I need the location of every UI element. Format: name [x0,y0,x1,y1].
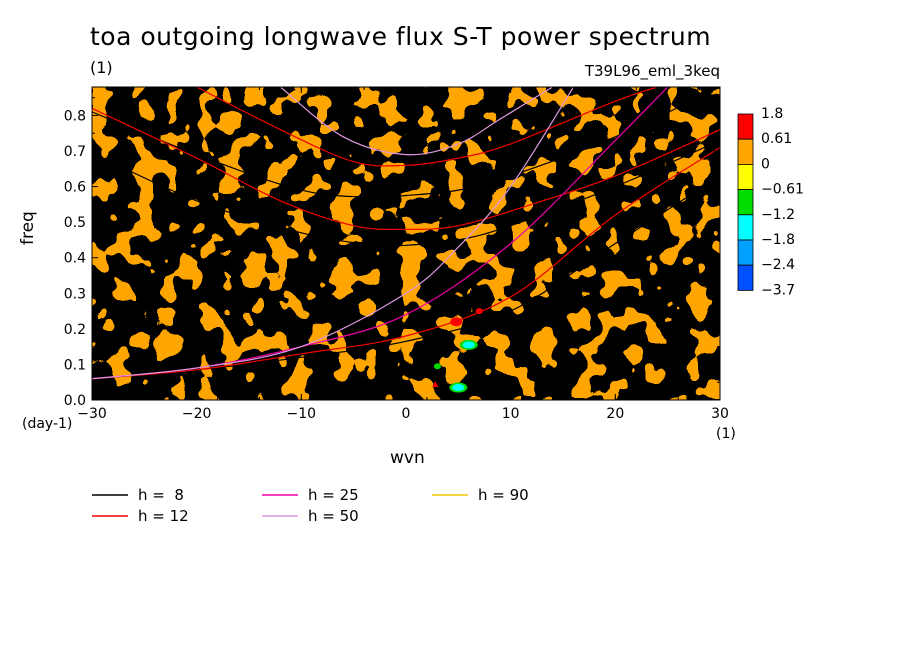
hotspot-4 [433,363,441,370]
colorbar-label-6: −2.4 [761,257,795,273]
y-tick-label-3: 0.3 [64,286,86,302]
legend: h = 8 h = 12 h = 25 h = 50 h = 90 [92,486,529,525]
run-tag: T39L96_eml_3keq [584,62,720,80]
x-tick-label-5: 20 [606,406,624,422]
curve-3-igw [92,107,720,231]
colorbar-swatch-0 [737,113,754,140]
x-axis-unit: (1) [716,426,736,442]
curve-0-igw [92,139,720,248]
colorbar-label-4: −1.2 [761,207,795,223]
colorbar-swatch-3 [737,189,754,216]
y-tick-label-5: 0.5 [64,215,86,231]
colorbar-swatch-2 [737,163,754,190]
colorbar-label-3: −0.61 [761,182,804,198]
legend-label-3: h = 50 [308,507,359,525]
colorbar-swatch-4 [737,214,754,241]
x-tick-label-4: 10 [502,406,520,422]
colorbar-label-2: 0 [761,156,770,172]
field-noise [92,87,720,400]
legend-label-4: h = 90 [478,486,529,504]
legend-label-0: h = 8 [138,486,184,504]
x-tick-label-6: 30 [711,406,729,422]
dispersion-curves [92,87,720,380]
y-tick-label-1: 0.1 [64,357,86,373]
colorbar-swatch-5 [737,239,754,266]
curve-4-kelvin [92,146,720,380]
hotspot-5 [432,380,439,387]
colorbar-swatch-1 [737,138,754,165]
x-ticks: −30 −20 −10 0 10 20 30 [77,87,729,422]
power-field [92,87,720,400]
colorbar-label-5: −1.8 [761,232,795,248]
hotspot-2 [462,341,475,349]
hotspot-layer [432,308,483,393]
curve-5-igw2 [196,87,658,167]
colorbar-label-0: 1.8 [761,106,783,122]
x-tick-label-2: −10 [287,406,317,422]
curve-8-igw [280,87,553,156]
y-ticks: 0.0 0.1 0.2 0.3 0.4 0.5 0.6 0.7 0.8 [64,97,720,409]
chart-title: toa outgoing longwave flux S-T power spe… [90,22,712,51]
y-tick-label-8: 0.8 [64,108,86,124]
colorbar: 1.8 0.61 0 −0.61 −1.2 −1.8 −2.4 −3.7 [737,106,804,298]
y-tick-label-2: 0.2 [64,322,86,338]
y-tick-label-4: 0.4 [64,251,86,267]
title-unit: (1) [90,58,113,77]
colorbar-label-7: −3.7 [761,282,795,298]
y-tick-label-0: 0.0 [64,393,86,409]
x-axis-label: wvn [390,448,425,468]
x-tick-label-1: −20 [182,406,212,422]
y-tick-label-7: 0.7 [64,144,86,160]
colorbar-swatch-6 [737,264,754,291]
hotspot-3 [452,384,465,392]
colorbar-label-1: 0.61 [761,131,792,147]
x-tick-label-3: 0 [402,406,411,422]
y-axis-unit: (day-1) [22,416,73,432]
legend-label-1: h = 12 [138,507,189,525]
legend-label-2: h = 25 [308,486,359,504]
y-tick-label-6: 0.6 [64,180,86,196]
curve-7-kelvin [92,87,575,380]
curve-2-igw2 [92,87,720,199]
x-tick-label-0: −30 [77,406,107,422]
